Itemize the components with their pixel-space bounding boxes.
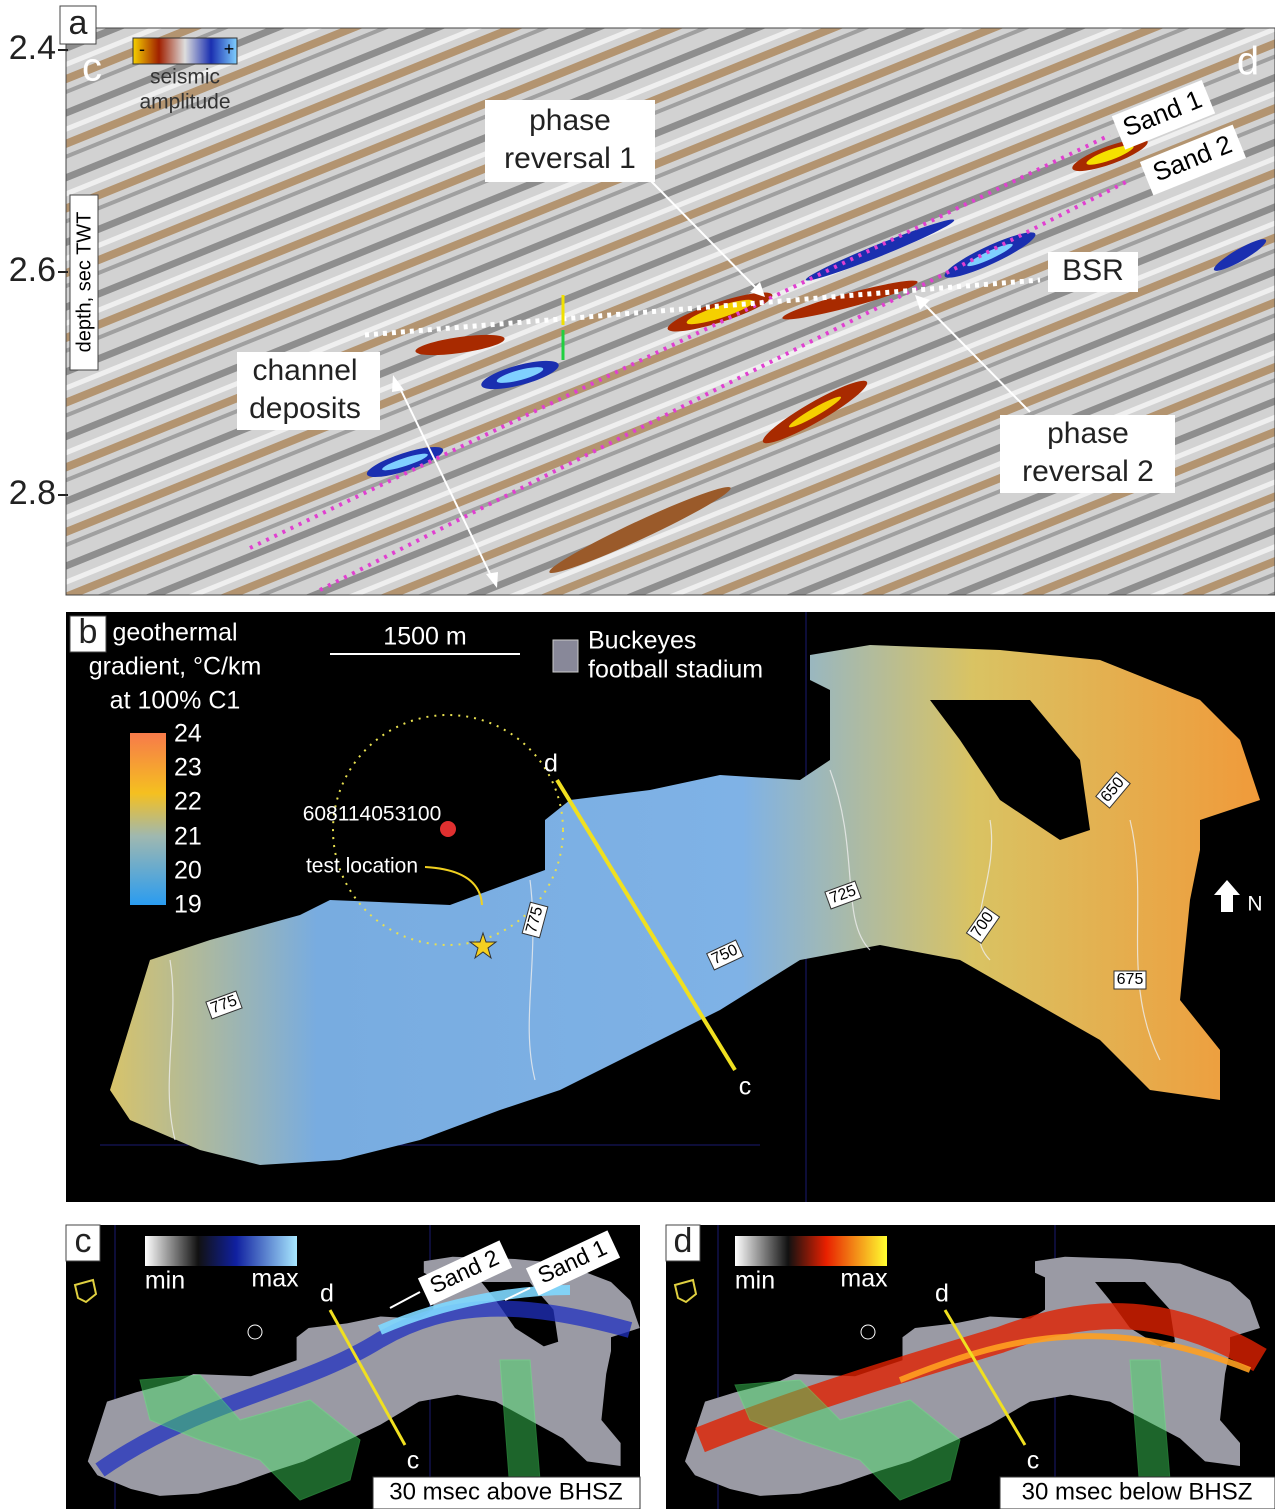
sand-2-horizon bbox=[319, 178, 1131, 592]
colorbar-min: min bbox=[735, 1267, 775, 1295]
colorbar-caption: seismic bbox=[150, 66, 220, 89]
colorbar-tick: 19 bbox=[174, 891, 202, 919]
test-location-label: test location bbox=[306, 855, 418, 878]
north-label: N bbox=[1247, 893, 1262, 916]
sand-1-horizon bbox=[249, 133, 1111, 550]
section-end: d bbox=[544, 750, 558, 778]
section-end: d bbox=[935, 1280, 949, 1308]
section-end: d bbox=[320, 1280, 334, 1308]
colorbar-max: max bbox=[840, 1265, 888, 1293]
north-arrow bbox=[1214, 880, 1240, 912]
stadium-label: Buckeyes bbox=[588, 627, 696, 655]
depth-axis: 2.4 2.6 2.8 depth, sec TWT bbox=[9, 29, 99, 512]
panel-d: min max d c 30 msec below BHSZ d bbox=[665, 1222, 1275, 1509]
caption: 30 msec below BHSZ bbox=[1022, 1478, 1253, 1505]
section-end: c bbox=[82, 46, 102, 90]
radius-circle bbox=[332, 714, 564, 946]
stadium-icon bbox=[552, 639, 579, 673]
amplitude-colorbar: - + seismic amplitude bbox=[132, 37, 238, 114]
colorbar-minus: - bbox=[139, 39, 145, 59]
contour-label: 675 bbox=[1117, 971, 1144, 988]
caption: 30 msec above BHSZ bbox=[389, 1478, 622, 1505]
section-end: c bbox=[1027, 1447, 1040, 1475]
section-end: d bbox=[1237, 40, 1259, 84]
annotation: reversal 1 bbox=[504, 142, 636, 175]
stadium-label: football stadium bbox=[588, 656, 763, 684]
legend-title: gradient, °C/km bbox=[89, 653, 262, 681]
colorbar-tick: 24 bbox=[174, 720, 202, 748]
colorbar-min: min bbox=[145, 1267, 185, 1295]
annotation: phase bbox=[529, 104, 611, 137]
legend-title: at 100% C1 bbox=[110, 687, 241, 715]
contour-label: 775 bbox=[523, 905, 546, 935]
panel-b: b geothermal gradient, °C/km at 100% C1 … bbox=[66, 612, 1275, 1202]
well bbox=[440, 821, 456, 837]
colorbar-tick: 20 bbox=[174, 857, 202, 885]
section-line bbox=[555, 778, 737, 1072]
test-star bbox=[468, 931, 498, 960]
colorbar-tick: 23 bbox=[174, 754, 202, 782]
panel-label: d bbox=[674, 1222, 693, 1260]
annotation: channel bbox=[252, 354, 357, 387]
section-end: c bbox=[739, 1073, 752, 1101]
panel-a: 2.4 2.6 2.8 depth, sec TWT a c d - + sei… bbox=[9, 4, 1275, 596]
annotations: phase reversal 1 phase reversal 2 channe… bbox=[237, 79, 1247, 588]
tick-label: 2.4 bbox=[9, 29, 56, 67]
annotation: deposits bbox=[249, 392, 361, 425]
panel-c: min max d c Sand 2 Sand 1 30 msec above … bbox=[65, 1222, 641, 1509]
well-id: 608114053100 bbox=[303, 803, 442, 826]
annotation: BSR bbox=[1062, 254, 1124, 287]
tick-label: 2.6 bbox=[9, 251, 56, 289]
legend: geothermal gradient, °C/km at 100% C1 24… bbox=[89, 619, 262, 919]
annotation: reversal 2 bbox=[1022, 455, 1154, 488]
panel-label: a bbox=[69, 4, 88, 42]
panel-label: c bbox=[75, 1222, 92, 1260]
colorbar-max: max bbox=[251, 1265, 299, 1293]
colorbar-tick: 22 bbox=[174, 788, 202, 816]
colorbar-plus: + bbox=[224, 39, 235, 59]
panel-label: b bbox=[79, 613, 98, 651]
amplitude-events bbox=[366, 138, 1267, 574]
axis-label: depth, sec TWT bbox=[73, 212, 95, 353]
section-end: c bbox=[407, 1447, 420, 1475]
colorbar-tick: 21 bbox=[174, 823, 202, 851]
scale-label: 1500 m bbox=[383, 623, 466, 651]
tick-label: 2.8 bbox=[9, 474, 56, 512]
legend-title: geothermal bbox=[112, 619, 237, 647]
colorbar-caption: amplitude bbox=[139, 91, 230, 114]
annotation: phase bbox=[1047, 417, 1129, 450]
